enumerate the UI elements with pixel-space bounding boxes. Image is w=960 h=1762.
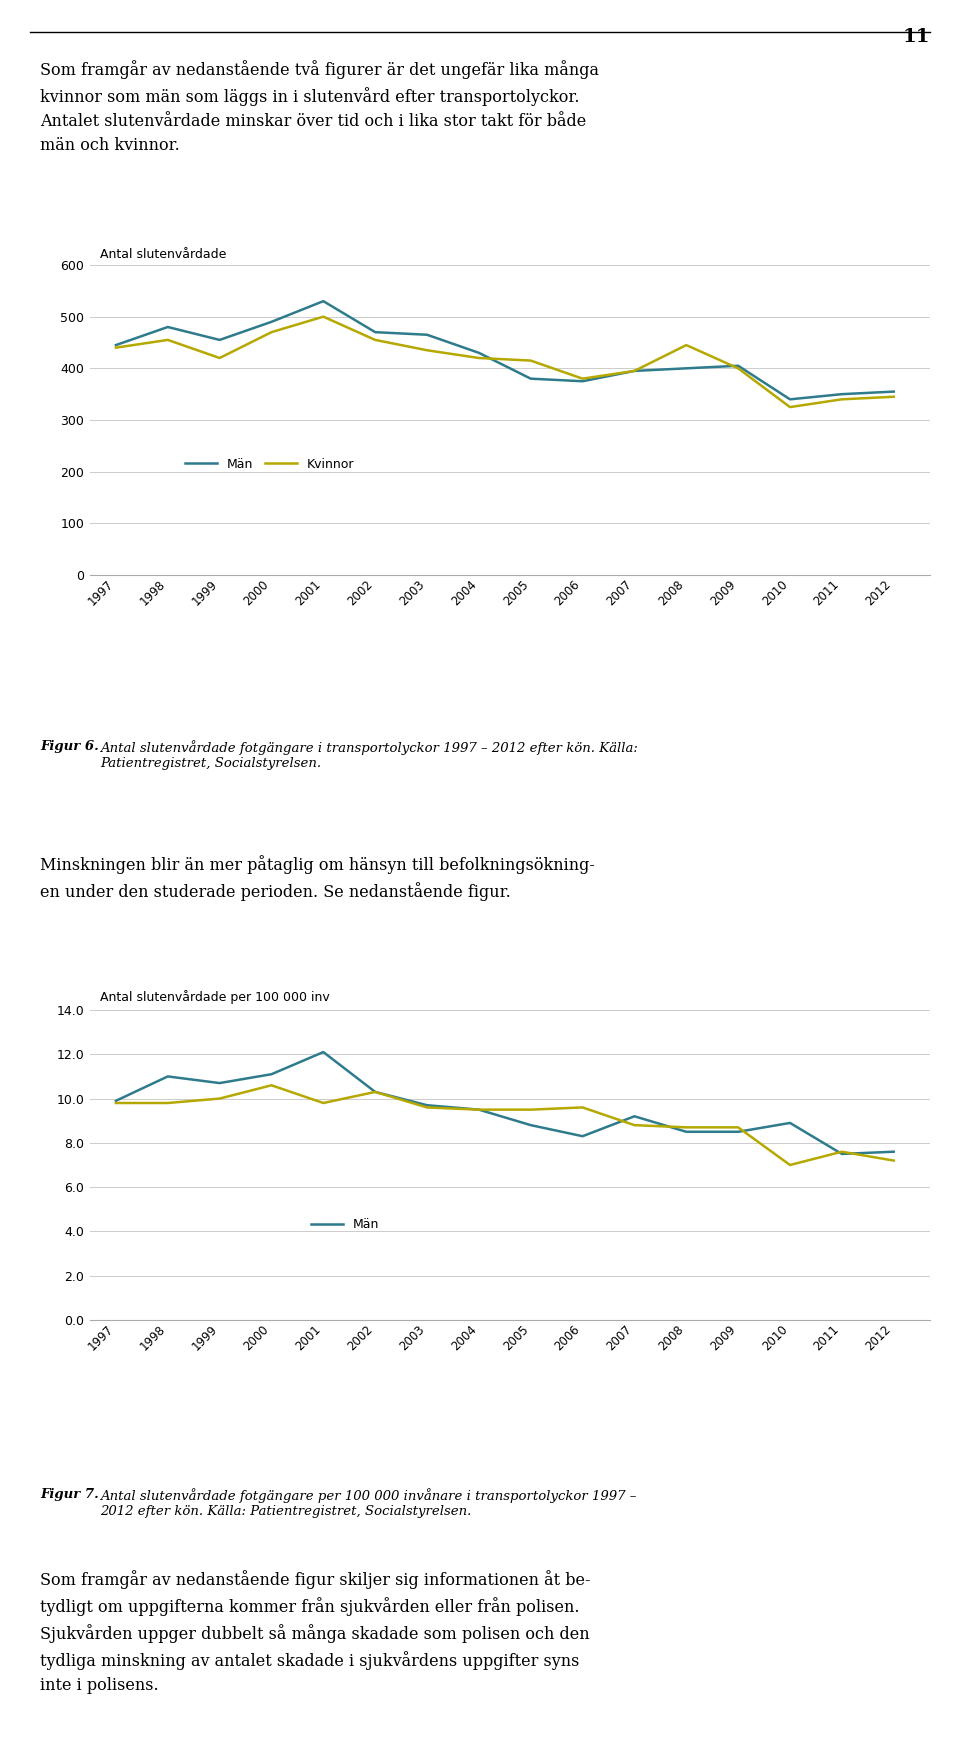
Text: Som framgår av nedanstående två figurer är det ungefär lika många
kvinnor som mä: Som framgår av nedanstående två figurer … bbox=[40, 60, 599, 155]
Text: Figur 6.: Figur 6. bbox=[40, 740, 99, 752]
Text: Figur 7.: Figur 7. bbox=[40, 1487, 99, 1501]
Text: Antal slutenvårdade fotgängare i transportolyckor 1997 – 2012 efter kön. Källa:
: Antal slutenvårdade fotgängare i transpo… bbox=[100, 740, 637, 770]
Text: Antal slutenvårdade per 100 000 inv: Antal slutenvårdade per 100 000 inv bbox=[100, 990, 329, 1004]
Legend: Män: Män bbox=[306, 1214, 384, 1237]
Text: Som framgår av nedanstående figur skiljer sig informationen åt be-
tydligt om up: Som framgår av nedanstående figur skilje… bbox=[40, 1570, 590, 1695]
Text: Minskningen blir än mer påtaglig om hänsyn till befolkningsökning-
en under den : Minskningen blir än mer påtaglig om häns… bbox=[40, 855, 595, 900]
Text: Antal slutenvårdade: Antal slutenvårdade bbox=[100, 248, 227, 261]
Text: Antal slutenvårdade fotgängare per 100 000 invånare i transportolyckor 1997 –
20: Antal slutenvårdade fotgängare per 100 0… bbox=[100, 1487, 636, 1517]
Text: 11: 11 bbox=[902, 28, 930, 46]
Legend: Män, Kvinnor: Män, Kvinnor bbox=[180, 453, 359, 476]
